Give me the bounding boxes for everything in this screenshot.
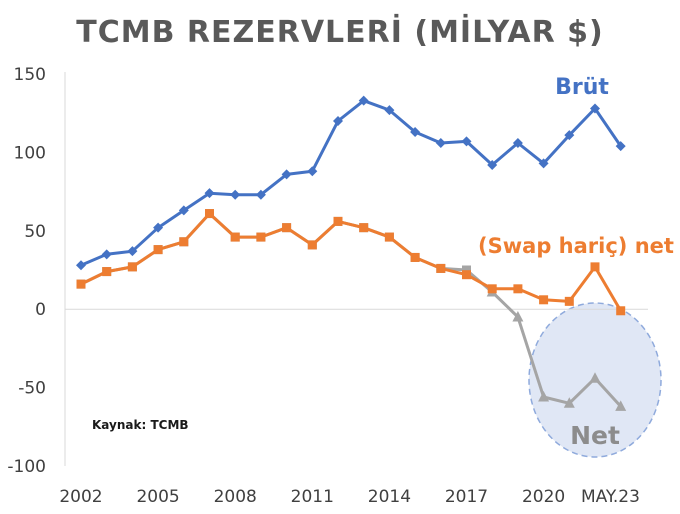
data-point	[333, 116, 343, 127]
data-point	[410, 127, 421, 138]
data-point	[255, 189, 266, 200]
data-point	[436, 263, 446, 273]
data-point	[615, 141, 626, 152]
y-tick-label: 150	[14, 65, 46, 85]
data-point	[513, 284, 523, 294]
data-point	[461, 136, 472, 147]
x-tick-label: 2008	[214, 487, 257, 507]
chart-title: TCMB REZERVLERİ (MİLYAR $)	[76, 14, 604, 50]
series-layer	[76, 95, 627, 411]
data-point	[127, 262, 137, 272]
source-note: Kaynak: TCMB	[92, 418, 189, 432]
data-point	[384, 105, 395, 116]
y-tick-label: -50	[18, 379, 46, 399]
brut-series-label: Brüt	[555, 75, 609, 100]
data-point	[178, 205, 189, 216]
series-0	[76, 95, 626, 271]
data-point	[153, 245, 163, 255]
x-tick-label: MAY.23	[581, 487, 640, 507]
y-tick-label: 100	[14, 143, 46, 163]
data-point	[539, 295, 549, 305]
x-tick-label: 2011	[291, 487, 334, 507]
data-point	[462, 265, 471, 275]
y-tick-label: 50	[24, 222, 46, 242]
data-point	[538, 391, 550, 402]
data-point	[127, 246, 138, 257]
data-point	[333, 216, 343, 226]
x-tick-label: 2002	[59, 487, 102, 507]
series-1	[76, 209, 626, 316]
data-point	[590, 262, 600, 272]
data-point	[204, 188, 215, 199]
data-point	[487, 284, 497, 294]
data-point	[102, 267, 112, 277]
data-point	[76, 260, 86, 271]
data-point	[153, 222, 164, 233]
net-series-label: Net	[570, 421, 620, 450]
x-tick-label: 2020	[522, 487, 565, 507]
data-point	[487, 159, 498, 170]
x-tick-label: 2017	[445, 487, 488, 507]
data-point	[76, 279, 86, 289]
series-line	[80, 99, 622, 267]
data-point	[307, 166, 318, 177]
data-point	[359, 223, 369, 233]
data-point	[101, 249, 112, 260]
data-point	[205, 209, 214, 219]
x-tick-label: 2014	[368, 487, 411, 507]
axis-layer: 150 100 50 0 -50 -100 2002 2005 2008 2011 2014 2017…	[7, 65, 648, 507]
data-point	[282, 223, 292, 233]
data-point	[616, 306, 626, 316]
data-point	[462, 270, 471, 280]
data-point	[179, 237, 189, 247]
data-point	[512, 311, 524, 322]
data-point	[230, 232, 240, 242]
data-point	[589, 372, 601, 383]
data-point	[564, 296, 574, 306]
data-point	[563, 397, 575, 408]
data-point	[615, 400, 627, 411]
series-line	[80, 212, 622, 312]
y-tick-label: -100	[7, 457, 46, 477]
swap-net-series-label: (Swap hariç) net	[478, 234, 674, 258]
data-point	[512, 137, 523, 148]
data-point	[538, 158, 549, 169]
data-point	[435, 137, 446, 148]
x-tick-label: 2005	[136, 487, 179, 507]
data-point	[281, 169, 292, 180]
data-point	[410, 252, 420, 262]
data-point	[590, 103, 600, 114]
data-point	[384, 232, 394, 242]
label-layer: Brüt (Swap hariç) net Net Kaynak: TCMB	[92, 75, 674, 450]
data-point	[230, 189, 241, 200]
data-point	[358, 95, 369, 106]
y-tick-label: 0	[35, 300, 46, 320]
data-point	[256, 232, 266, 242]
data-point	[307, 240, 317, 250]
data-point	[564, 130, 575, 141]
